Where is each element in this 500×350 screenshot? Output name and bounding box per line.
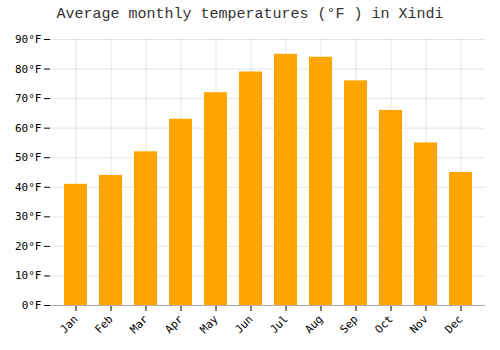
svg-text:Jun: Jun — [232, 313, 255, 336]
svg-text:Aug: Aug — [302, 313, 325, 336]
svg-text:20°F: 20°F — [15, 240, 42, 253]
svg-text:Dec: Dec — [442, 313, 465, 336]
svg-text:Jan: Jan — [57, 313, 80, 336]
svg-text:Mar: Mar — [127, 312, 151, 336]
svg-text:May: May — [197, 312, 221, 336]
svg-text:60°F: 60°F — [15, 122, 42, 135]
svg-text:Nov: Nov — [407, 312, 431, 336]
svg-text:90°F: 90°F — [15, 33, 42, 46]
svg-text:Apr: Apr — [162, 312, 186, 336]
svg-text:Oct: Oct — [372, 313, 395, 336]
svg-text:40°F: 40°F — [15, 181, 42, 194]
svg-text:10°F: 10°F — [15, 269, 42, 282]
svg-text:0°F: 0°F — [22, 299, 42, 312]
svg-text:Jul: Jul — [267, 313, 290, 336]
svg-text:Feb: Feb — [92, 313, 115, 336]
svg-text:Sep: Sep — [337, 313, 360, 336]
svg-text:50°F: 50°F — [15, 151, 42, 164]
svg-text:80°F: 80°F — [15, 63, 42, 76]
svg-text:70°F: 70°F — [15, 92, 42, 105]
html-text:Average monthly temperatures (: Average monthly temperatures (°F ) in Xi… — [56, 6, 444, 23]
svg-text:30°F: 30°F — [15, 210, 42, 223]
